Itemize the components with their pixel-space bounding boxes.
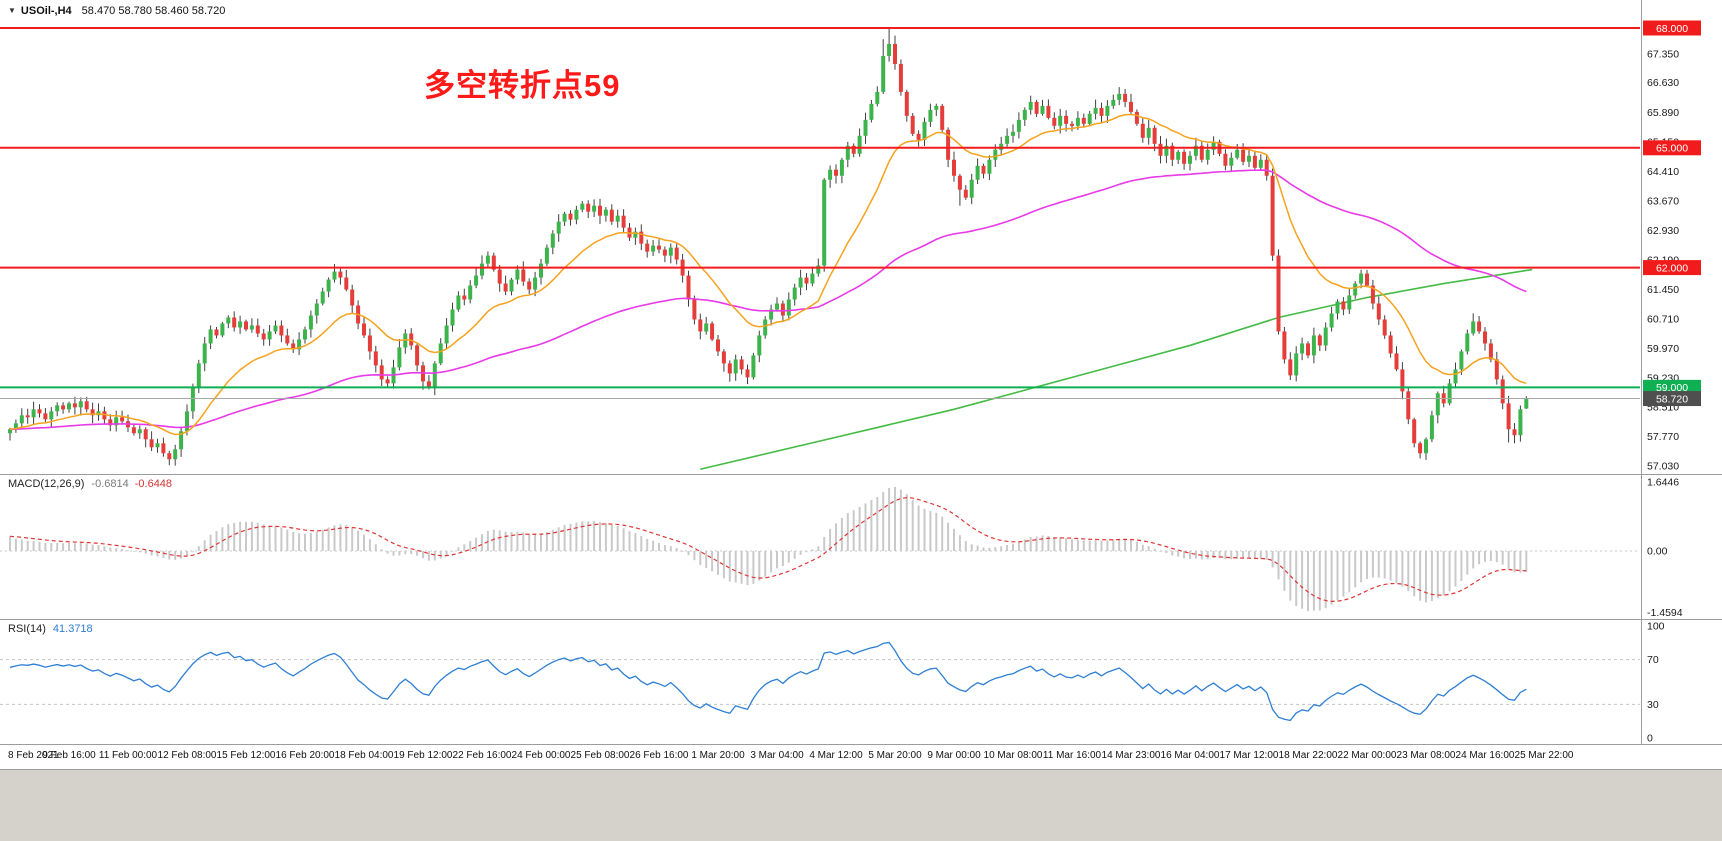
macd-label: MACD(12,26,9) -0.6814 -0.6448: [8, 478, 172, 490]
price-tick: 63.670: [1647, 195, 1679, 207]
price-tick: 61.450: [1647, 284, 1679, 296]
price-tick: 66.630: [1647, 77, 1679, 89]
candle-wicks: [9, 28, 1527, 466]
bottom-strip: [0, 770, 1722, 841]
date-label: 11 Mar 16:00: [1042, 750, 1102, 761]
price-tick: 64.410: [1647, 166, 1679, 178]
rsi-value: 41.3718: [52, 623, 93, 635]
date-label: 24 Feb 00:00: [511, 750, 571, 761]
candle-bodies: [8, 43, 1529, 460]
date-label: 25 Feb 08:00: [570, 750, 630, 761]
date-label: 18 Mar 22:00: [1278, 750, 1338, 761]
date-label: 19 Feb 12:00: [393, 750, 453, 761]
date-label: 25 Mar 22:00: [1514, 750, 1574, 761]
main-chart-pane[interactable]: 68.00067.35066.63065.89065.15064.41063.6…: [0, 0, 1722, 475]
ma-slow-line: [700, 268, 1533, 471]
macd-signal-line: [9, 497, 1527, 602]
macd-tick: -1.4594: [1647, 607, 1683, 619]
main-chart-canvas[interactable]: 68.00067.35066.63065.89065.15064.41063.6…: [0, 0, 1722, 474]
rsi-pane[interactable]: 100 70 30 0 RSI(14) 41.3718: [0, 620, 1722, 745]
date-label: 4 Mar 12:00: [809, 750, 863, 761]
rsi-tick: 30: [1647, 699, 1659, 711]
annotation-text[interactable]: 多空转折点59: [424, 68, 621, 103]
price-box-label: 62.000: [1656, 262, 1688, 274]
price-box-62.000: [1643, 260, 1701, 276]
price-tick: 59.970: [1647, 343, 1679, 355]
price-tick: 60.710: [1647, 314, 1679, 326]
price-box-68.000: [1643, 20, 1701, 36]
date-label: 26 Feb 16:00: [629, 750, 689, 761]
date-label: 24 Mar 16:00: [1455, 750, 1515, 761]
price-tick: 57.030: [1647, 461, 1679, 473]
rsi-tick: 0: [1647, 733, 1653, 745]
date-label: 1 Mar 20:00: [691, 750, 745, 761]
price-box-label: 65.000: [1656, 143, 1688, 155]
rsi-line: [9, 641, 1527, 722]
ma-mid-line: [9, 169, 1527, 431]
date-label: 9 Mar 00:00: [927, 750, 981, 761]
date-label: 15 Feb 12:00: [216, 750, 276, 761]
rsi-name: RSI(14): [8, 623, 46, 635]
macd-main-value: -0.6814: [91, 478, 129, 490]
price-box-label: 68.000: [1656, 23, 1688, 35]
macd-canvas[interactable]: 1.6446 0.00 -1.4594: [0, 475, 1722, 619]
date-label: 3 Mar 04:00: [750, 750, 804, 761]
symbol-name: USOil-,H4: [20, 5, 72, 17]
ma-fast-line: [9, 113, 1527, 436]
date-label: 5 Mar 20:00: [868, 750, 922, 761]
macd-pane[interactable]: 1.6446 0.00 -1.4594 MACD(12,26,9) -0.6814 -0…: [0, 475, 1722, 620]
date-label: 16 Mar 04:00: [1160, 750, 1220, 761]
macd-tick: 1.6446: [1647, 476, 1679, 488]
price-box-label: 58.720: [1656, 393, 1688, 405]
rsi-tick: 70: [1647, 654, 1659, 666]
rsi-tick: 100: [1647, 621, 1665, 633]
ohlc-values: 58.470 58.780 58.460 58.720: [81, 5, 226, 17]
date-label: 16 Feb 20:00: [275, 750, 335, 761]
date-label: 18 Feb 04:00: [334, 750, 394, 761]
date-label: 11 Feb 00:00: [98, 750, 158, 761]
date-label: 17 Mar 12:00: [1219, 750, 1279, 761]
rsi-label: RSI(14) 41.3718: [8, 623, 93, 635]
price-tick: 62.930: [1647, 225, 1679, 237]
symbol-info-bar: ▼ USOil-,H4 58.470 58.780 58.460 58.720: [8, 5, 225, 17]
date-label: 9 Feb 16:00: [42, 750, 96, 761]
date-label: 14 Mar 23:00: [1101, 750, 1161, 761]
date-label: 23 Mar 08:00: [1396, 750, 1456, 761]
price-tick: 57.770: [1647, 431, 1679, 443]
collapse-toolbar-icon[interactable]: ▼: [8, 6, 16, 15]
macd-name: MACD(12,26,9): [8, 478, 85, 490]
macd-histogram: [9, 487, 1528, 612]
rsi-canvas[interactable]: 100 70 30 0: [0, 620, 1722, 744]
time-axis[interactable]: 8 Feb 2021 9 Feb 16:00 11 Feb 00:00 12 Feb …: [0, 745, 1722, 770]
date-label: 8 Feb 2021: [8, 750, 59, 761]
date-label: 12 Feb 08:00: [157, 750, 217, 761]
date-label: 10 Mar 08:00: [983, 750, 1043, 761]
price-box-65.000: [1643, 140, 1701, 156]
macd-signal-value: -0.6448: [134, 478, 173, 490]
price-box-58.720: [1643, 391, 1701, 407]
date-label: 22 Mar 00:00: [1337, 750, 1397, 761]
price-tick: 65.890: [1647, 107, 1679, 119]
price-tick: 67.350: [1647, 48, 1679, 60]
macd-tick: 0.00: [1647, 546, 1668, 558]
date-label: 22 Feb 16:00: [452, 750, 512, 761]
